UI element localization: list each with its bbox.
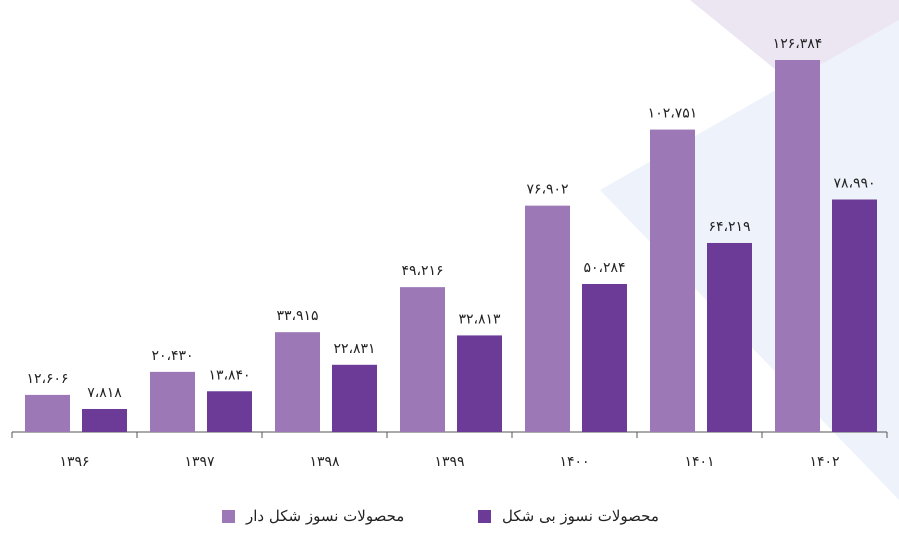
bar <box>82 408 127 432</box>
data-label: ۶۴،۲۱۹ <box>708 219 750 235</box>
data-label: ۷،۸۱۸ <box>87 385 122 401</box>
data-label: ۷۸،۹۹۰ <box>833 176 875 192</box>
bar <box>150 371 195 432</box>
legend-swatch <box>222 510 235 523</box>
bar <box>332 364 377 432</box>
bar <box>400 287 445 432</box>
data-label: ۲۲،۸۳۱ <box>333 341 375 357</box>
data-label: ۱۲۶،۳۸۴ <box>773 36 823 52</box>
x-tick-label: ۱۳۹۸ <box>309 454 340 470</box>
data-label: ۳۲،۸۱۳ <box>458 311 501 327</box>
legend-swatch <box>478 510 491 523</box>
bar <box>707 242 752 432</box>
bar <box>275 332 320 432</box>
x-tick-label: ۱۳۹۹ <box>434 454 464 470</box>
x-tick-label: ۱۳۹۶ <box>59 454 89 470</box>
x-tick-label: ۱۴۰۲ <box>809 454 839 470</box>
data-label: ۵۰،۲۸۴ <box>583 260 625 276</box>
data-label: ۱۲،۶۰۶ <box>26 371 68 387</box>
x-tick-label: ۱۴۰۱ <box>684 454 714 470</box>
bar <box>775 60 820 432</box>
data-label: ۷۶،۹۰۲ <box>526 182 568 198</box>
data-label: ۲۰،۴۳۰ <box>151 348 193 364</box>
bar <box>525 205 570 432</box>
bar <box>582 283 627 432</box>
bar <box>650 129 695 432</box>
bar <box>832 199 877 432</box>
bar <box>457 335 502 432</box>
x-tick-label: ۱۳۹۷ <box>184 454 215 470</box>
legend-label: محصولات نسوز بی شکل <box>502 507 659 525</box>
data-label: ۳۳،۹۱۵ <box>276 308 318 324</box>
data-label: ۱۰۲،۷۵۱ <box>648 106 698 122</box>
data-label: ۱۳،۸۴۰ <box>208 367 250 383</box>
data-label: ۴۹،۲۱۶ <box>401 263 443 279</box>
x-tick-label: ۱۴۰۰ <box>559 454 589 470</box>
bar <box>25 394 70 432</box>
bar <box>207 391 252 432</box>
legend-label: محصولات نسوز شکل دار <box>245 507 404 525</box>
